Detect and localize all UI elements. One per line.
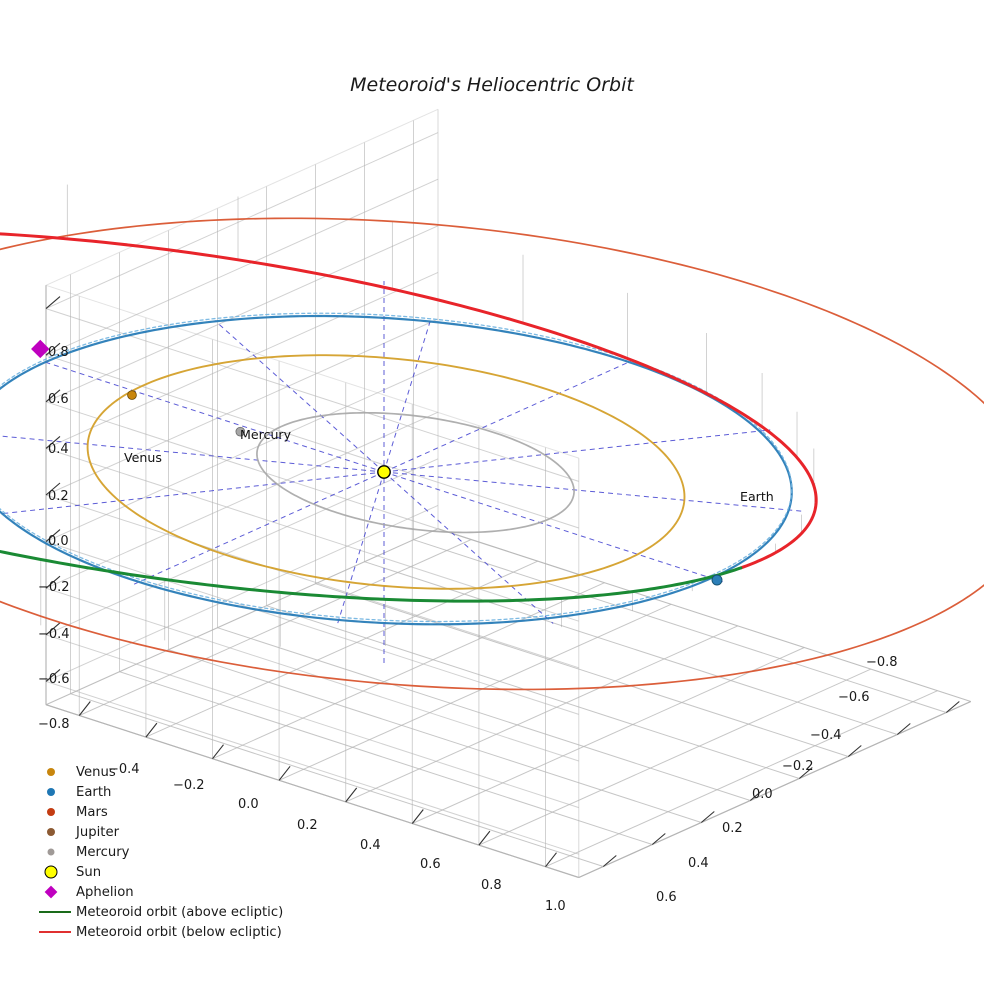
legend-marker-line	[39, 911, 71, 913]
legend-key-sun	[38, 862, 76, 882]
legend-key-mars	[38, 802, 76, 822]
orbit-venus	[86, 354, 686, 590]
axis-tick-y-0: −0.8	[866, 655, 898, 670]
body-label-venus: Venus	[124, 450, 162, 465]
axis-tick-z-7: −0.6	[38, 672, 70, 687]
legend-key-line	[38, 922, 76, 942]
legend-item-mars[interactable]: Mars	[38, 802, 300, 822]
axis-tick-x-0: −0.4	[108, 762, 140, 777]
radial-reference-lines	[0, 280, 804, 664]
legend-key-aphelion	[38, 882, 76, 902]
axis-tick-x-6: 0.8	[481, 878, 502, 893]
legend-item-label: Mercury	[76, 844, 130, 860]
axis-tick-x-3: 0.2	[297, 818, 318, 833]
legend-item-label: Earth	[76, 784, 112, 800]
axis-tick-x-5: 0.6	[420, 857, 441, 872]
axis-tick-z-6: −0.4	[38, 627, 70, 642]
marker-sun	[377, 465, 391, 479]
body-label-mercury: Mercury	[240, 427, 292, 442]
axis-tick-x-4: 0.4	[360, 838, 381, 853]
legend-item-label: Sun	[76, 864, 102, 880]
legend-marker-dot	[47, 788, 55, 796]
axis-tick-y-6: 0.4	[688, 856, 709, 871]
axis-tick-x-2: 0.0	[238, 797, 259, 812]
legend-item-label: Meteoroid orbit (below ecliptic)	[76, 924, 282, 940]
legend-item-label: Jupiter	[76, 824, 119, 840]
page-title: Meteoroid's Heliocentric Orbit	[350, 74, 634, 96]
axis-tick-z-5: −0.2	[38, 580, 70, 595]
legend-item-jupiter[interactable]: Jupiter	[38, 822, 300, 842]
axis-tick-x-1: −0.2	[173, 778, 205, 793]
legend[interactable]: Venus Earth Mars Jupiter Mercury Sun Aphelion M…	[38, 762, 300, 942]
orbit-mars	[0, 217, 984, 691]
earth-ecliptic-projection	[0, 315, 793, 625]
legend-item-meteoroid-orbit-above-ecliptic[interactable]: Meteoroid orbit (above ecliptic)	[38, 902, 300, 922]
legend-key-earth	[38, 782, 76, 802]
marker-earth	[711, 574, 723, 586]
legend-item-sun[interactable]: Sun	[38, 862, 300, 882]
axis-tick-y-3: −0.2	[782, 759, 814, 774]
legend-item-meteoroid-orbit-below-ecliptic[interactable]: Meteoroid orbit (below ecliptic)	[38, 922, 300, 942]
legend-marker-dot	[47, 828, 55, 836]
legend-item-venus[interactable]: Venus	[38, 762, 300, 782]
marker-aphelion	[31, 339, 50, 359]
body-label-earth: Earth	[740, 489, 774, 504]
orbit-meteoroid-below	[0, 232, 818, 570]
axis-tick-x-7: 1.0	[545, 899, 566, 914]
orbit-meteoroid-above	[0, 549, 743, 603]
legend-marker-diamond	[44, 885, 58, 899]
marker-venus	[127, 390, 137, 400]
axis-tick-y-5: 0.2	[722, 821, 743, 836]
legend-key-jupiter	[38, 822, 76, 842]
axis-tick-z-3: 0.2	[48, 489, 69, 504]
legend-marker-dot	[47, 768, 55, 776]
legend-marker-dot	[47, 808, 55, 816]
axis-tick-y-1: −0.6	[838, 690, 870, 705]
legend-item-label: Meteoroid orbit (above ecliptic)	[76, 904, 284, 920]
legend-marker-dot	[44, 865, 58, 879]
orbit-earth-highlight	[0, 312, 793, 623]
legend-item-label: Mars	[76, 804, 108, 820]
legend-item-earth[interactable]: Earth	[38, 782, 300, 802]
legend-marker-line	[39, 931, 71, 933]
orbit-mercury	[256, 411, 575, 534]
legend-key-venus	[38, 762, 76, 782]
legend-item-mercury[interactable]: Mercury	[38, 842, 300, 862]
marker-mercury	[235, 426, 246, 437]
floor-pane	[45, 528, 972, 879]
axis-tick-y-2: −0.4	[810, 728, 842, 743]
legend-key-line	[38, 902, 76, 922]
legend-item-label: Aphelion	[76, 884, 134, 900]
legend-marker-dot	[47, 848, 55, 856]
axis-spines	[45, 285, 972, 879]
axis-tick-z-0: 0.8	[48, 345, 69, 360]
legend-item-label: Venus	[76, 764, 116, 780]
legend-item-aphelion[interactable]: Aphelion	[38, 882, 300, 902]
axis-tick-z-8: −0.8	[38, 717, 70, 732]
axis-tick-z-2: 0.4	[48, 442, 69, 457]
axis-tick-z-1: 0.6	[48, 392, 69, 407]
axis-tick-z-4: 0.0	[48, 534, 69, 549]
legend-key-mercury	[38, 842, 76, 862]
orbit-earth	[0, 314, 793, 626]
axis-tick-y-4: 0.0	[752, 787, 773, 802]
axis-tick-y-7: 0.6	[656, 890, 677, 905]
